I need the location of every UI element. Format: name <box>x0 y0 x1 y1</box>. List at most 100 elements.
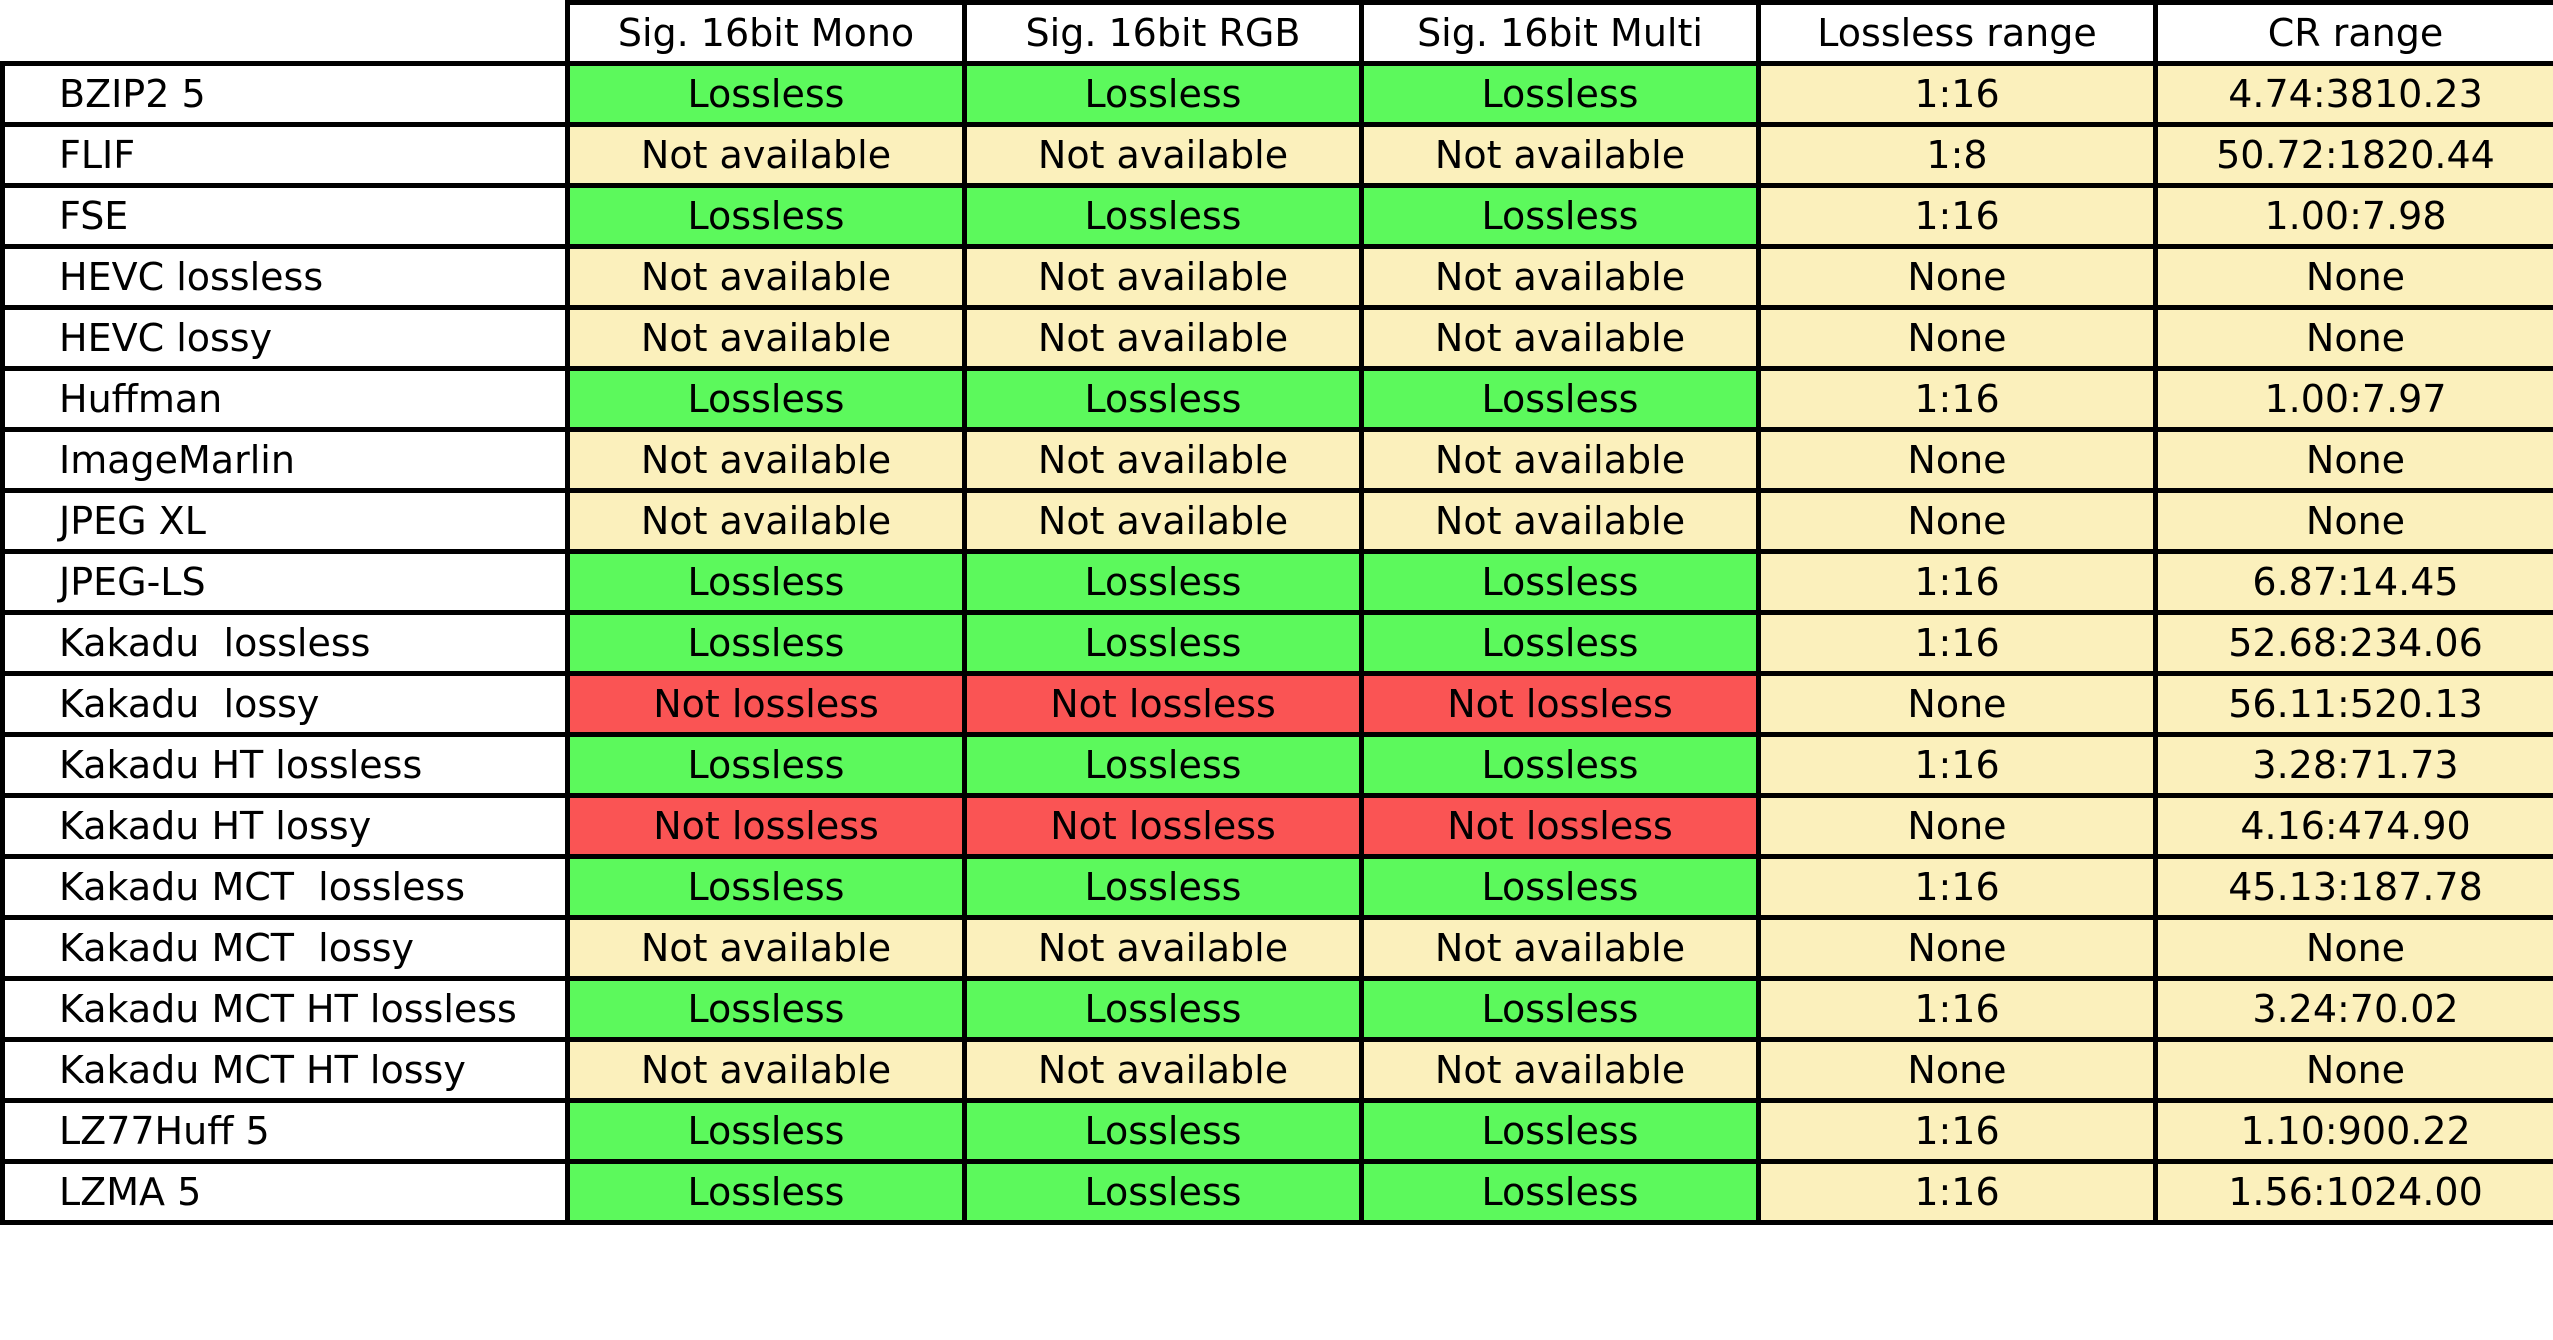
cell-rgb-status: Not available <box>962 244 1364 310</box>
cell-lossless-range: None <box>1756 671 2158 737</box>
cell-lossless-range: None <box>1756 793 2158 859</box>
cell-lossless-range: None <box>1756 915 2158 981</box>
cell-rgb-status: Lossless <box>962 183 1364 249</box>
table-row: HEVC lossless Not available Not available N… <box>0 244 2553 310</box>
cell-multi-status: Lossless <box>1359 366 1761 432</box>
row-codec-name: Kakadu MCT HT lossless <box>0 976 570 1042</box>
cell-cr-range: 1.56:1024.00 <box>2153 1159 2553 1225</box>
cell-mono-status: Lossless <box>565 610 967 676</box>
cell-rgb-status: Lossless <box>962 1098 1364 1164</box>
cell-multi-status: Lossless <box>1359 183 1761 249</box>
cell-multi-status: Lossless <box>1359 976 1761 1042</box>
row-codec-name: Kakadu lossy <box>0 671 570 737</box>
row-codec-name: Kakadu HT lossless <box>0 732 570 798</box>
cell-lossless-range: 1:16 <box>1756 1098 2158 1164</box>
cell-mono-status: Lossless <box>565 1098 967 1164</box>
table-row: Kakadu MCT HT lossless Lossless Lossless Lo… <box>0 976 2553 1042</box>
cell-mono-status: Lossless <box>565 854 967 920</box>
cell-rgb-status: Not available <box>962 1037 1364 1103</box>
cell-lossless-range: 1:16 <box>1756 1159 2158 1225</box>
cell-multi-status: Not available <box>1359 427 1761 493</box>
cell-cr-range: None <box>2153 244 2553 310</box>
header-corner-cell <box>2 2 570 66</box>
cell-lossless-range: None <box>1756 427 2158 493</box>
cell-lossless-range: 1:16 <box>1756 854 2158 920</box>
cell-cr-range: None <box>2153 305 2553 371</box>
cell-cr-range: 1.00:7.98 <box>2153 183 2553 249</box>
cell-lossless-range: 1:16 <box>1756 549 2158 615</box>
cell-cr-range: 50.72:1820.44 <box>2153 122 2553 188</box>
cell-multi-status: Not available <box>1359 305 1761 371</box>
cell-cr-range: 6.87:14.45 <box>2153 549 2553 615</box>
header-row: Sig. 16bit Mono Sig. 16bit RGB Sig. 16bi… <box>2 0 2553 66</box>
cell-rgb-status: Not available <box>962 488 1364 554</box>
cell-mono-status: Not available <box>565 427 967 493</box>
cell-rgb-status: Not available <box>962 427 1364 493</box>
cell-rgb-status: Lossless <box>962 976 1364 1042</box>
table-row: BZIP2 5 Lossless Lossless Lossless 1:16 4.74:… <box>0 61 2553 127</box>
cell-mono-status: Not available <box>565 244 967 310</box>
cell-cr-range: None <box>2153 488 2553 554</box>
cell-mono-status: Lossless <box>565 732 967 798</box>
table-row: Kakadu MCT lossy Not available Not availab… <box>0 915 2553 981</box>
cell-cr-range: 1.10:900.22 <box>2153 1098 2553 1164</box>
cell-lossless-range: None <box>1756 1037 2158 1103</box>
cell-mono-status: Lossless <box>565 549 967 615</box>
cell-multi-status: Not lossless <box>1359 671 1761 737</box>
cell-mono-status: Not available <box>565 488 967 554</box>
cell-multi-status: Not available <box>1359 915 1761 981</box>
cell-cr-range: 45.13:187.78 <box>2153 854 2553 920</box>
cell-multi-status: Not available <box>1359 1037 1761 1103</box>
cell-mono-status: Not lossless <box>565 793 967 859</box>
row-codec-name: Huffman <box>0 366 570 432</box>
column-header-cr-range: CR range <box>2153 0 2553 66</box>
cell-multi-status: Not available <box>1359 244 1761 310</box>
column-header-multi: Sig. 16bit Multi <box>1359 0 1761 66</box>
table-row: Kakadu HT lossy Not lossless Not lossless N… <box>0 793 2553 859</box>
table-row: Kakadu MCT lossless Lossless Lossless Lossl… <box>0 854 2553 920</box>
table-row: JPEG XL Not available Not available Not ava… <box>0 488 2553 554</box>
cell-multi-status: Not available <box>1359 122 1761 188</box>
cell-rgb-status: Not lossless <box>962 671 1364 737</box>
row-codec-name: LZMA 5 <box>0 1159 570 1225</box>
cell-lossless-range: 1:16 <box>1756 610 2158 676</box>
cell-rgb-status: Not available <box>962 305 1364 371</box>
row-codec-name: Kakadu lossless <box>0 610 570 676</box>
row-codec-name: JPEG XL <box>0 488 570 554</box>
column-header-mono: Sig. 16bit Mono <box>565 0 967 66</box>
cell-mono-status: Lossless <box>565 61 967 127</box>
table-row: LZMA 5 Lossless Lossless Lossless 1:16 1.56:1… <box>0 1159 2553 1225</box>
row-codec-name: Kakadu MCT HT lossy <box>0 1037 570 1103</box>
cell-mono-status: Not lossless <box>565 671 967 737</box>
cell-cr-range: 1.00:7.97 <box>2153 366 2553 432</box>
table-row: ImageMarlin Not available Not available Not… <box>0 427 2553 493</box>
row-codec-name: ImageMarlin <box>0 427 570 493</box>
table-body: BZIP2 5 Lossless Lossless Lossless 1:16 4.74:… <box>0 61 2553 1225</box>
table-row: FSE Lossless Lossless Lossless 1:16 1.00:7.98 <box>0 183 2553 249</box>
cell-lossless-range: None <box>1756 244 2158 310</box>
cell-lossless-range: 1:16 <box>1756 61 2158 127</box>
table-row: HEVC lossy Not available Not available Not … <box>0 305 2553 371</box>
cell-lossless-range: 1:16 <box>1756 183 2158 249</box>
cell-mono-status: Not available <box>565 305 967 371</box>
results-table: Sig. 16bit Mono Sig. 16bit RGB Sig. 16bi… <box>0 0 2553 1225</box>
column-header-rgb: Sig. 16bit RGB <box>962 0 1364 66</box>
cell-cr-range: 56.11:520.13 <box>2153 671 2553 737</box>
cell-rgb-status: Lossless <box>962 61 1364 127</box>
cell-lossless-range: 1:16 <box>1756 366 2158 432</box>
cell-cr-range: 52.68:234.06 <box>2153 610 2553 676</box>
cell-cr-range: 4.74:3810.23 <box>2153 61 2553 127</box>
row-codec-name: BZIP2 5 <box>0 61 570 127</box>
table-row: Kakadu lossless Lossless Lossless Lossless 1… <box>0 610 2553 676</box>
cell-lossless-range: 1:8 <box>1756 122 2158 188</box>
cell-mono-status: Lossless <box>565 976 967 1042</box>
cell-lossless-range: 1:16 <box>1756 732 2158 798</box>
cell-cr-range: 3.28:71.73 <box>2153 732 2553 798</box>
row-codec-name: LZ77Huff 5 <box>0 1098 570 1164</box>
cell-multi-status: Lossless <box>1359 1159 1761 1225</box>
cell-rgb-status: Lossless <box>962 1159 1364 1225</box>
table-row: Kakadu HT lossless Lossless Lossless Lossle… <box>0 732 2553 798</box>
table-row: Huffman Lossless Lossless Lossless 1:16 1.00:… <box>0 366 2553 432</box>
row-codec-name: HEVC lossless <box>0 244 570 310</box>
cell-rgb-status: Not available <box>962 915 1364 981</box>
